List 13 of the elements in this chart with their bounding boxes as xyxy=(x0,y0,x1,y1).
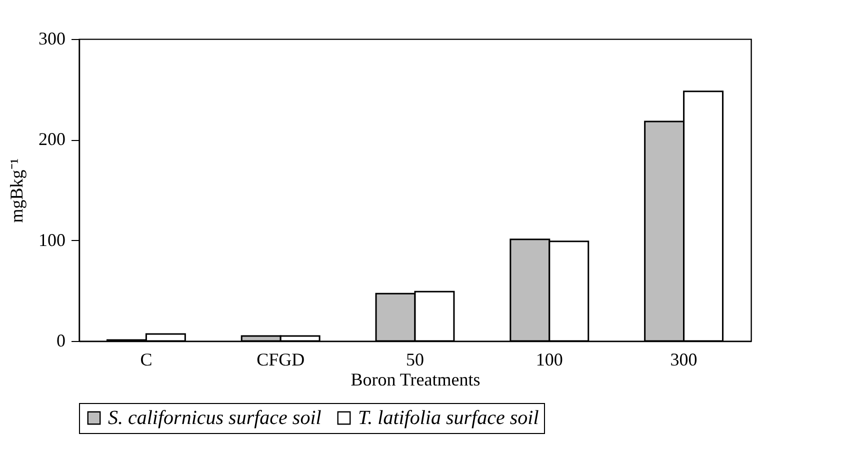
y-tick-label: 0 xyxy=(56,330,66,350)
x-tick-label: 100 xyxy=(536,350,563,370)
y-tick-label: 200 xyxy=(38,129,66,150)
x-tick-label: CFGD xyxy=(256,350,305,370)
x-tick-label: 300 xyxy=(670,350,698,370)
x-axis-title: Boron Treatments xyxy=(350,370,480,390)
legend-label: S. californicus surface soil xyxy=(108,407,322,429)
y-axis-title: mgBkg⁻¹ xyxy=(6,158,26,223)
x-tick-label: 50 xyxy=(406,350,424,370)
y-tick-label: 100 xyxy=(38,230,66,250)
legend-label: T. latifolia surface soil xyxy=(358,407,540,429)
x-tick-label: C xyxy=(140,350,152,370)
y-tick-label: 300 xyxy=(38,28,66,48)
